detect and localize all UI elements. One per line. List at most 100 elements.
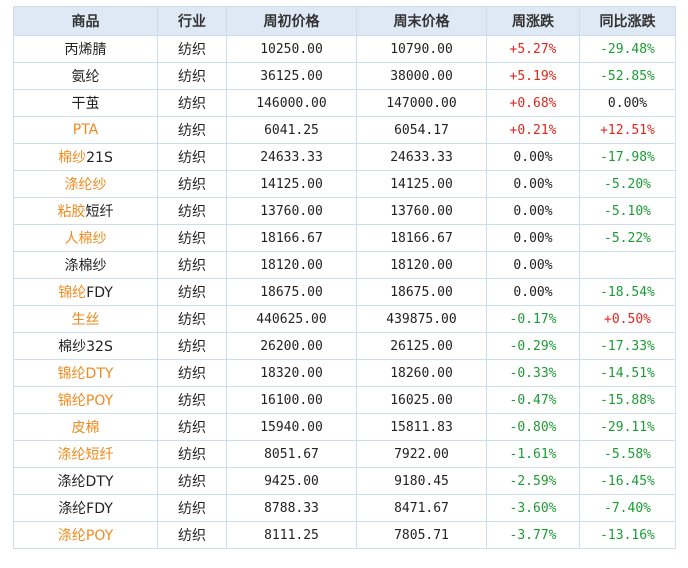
industry-cell: 纺织 xyxy=(157,116,227,144)
commodity-name-cell[interactable]: 生丝 xyxy=(13,305,158,333)
commodity-name-link[interactable]: 皮棉 xyxy=(71,420,100,436)
commodity-name-cell: 棉纱32S xyxy=(13,332,158,360)
commodity-name-cell[interactable]: 粘胶短纤 xyxy=(13,197,158,225)
commodity-name-link[interactable]: 涤纶POY xyxy=(57,528,114,544)
table-row: 涤纶纱 纺织 14125.00 14125.00 0.00% -5.20% xyxy=(13,170,676,198)
week-end-price-cell: 7805.71 xyxy=(356,521,487,549)
weekly-change-cell: 0.00% xyxy=(486,224,580,252)
industry-cell: 纺织 xyxy=(157,359,227,387)
industry-cell: 纺织 xyxy=(157,521,227,549)
table-row: 棉纱32S 纺织 26200.00 26125.00 -0.29% -17.33% xyxy=(13,332,676,360)
weekly-change-cell: -3.60% xyxy=(486,494,580,522)
commodity-name-text: 涤纶DTY xyxy=(57,474,114,490)
weekly-change-cell: -0.47% xyxy=(486,386,580,414)
table-row: 涤纶DTY 纺织 9425.00 9180.45 -2.59% -16.45% xyxy=(13,467,676,495)
yoy-change-cell: -52.85% xyxy=(579,62,676,90)
commodity-name-link[interactable]: 棉纱 xyxy=(58,150,87,166)
commodity-name-cell[interactable]: 涤纶POY xyxy=(13,521,158,549)
week-end-price-cell: 18120.00 xyxy=(356,251,487,279)
commodity-name-cell[interactable]: 人棉纱 xyxy=(13,224,158,252)
commodity-name-cell[interactable]: 锦纶POY xyxy=(13,386,158,414)
weekly-change-cell: -0.29% xyxy=(486,332,580,360)
commodity-price-table: 商品 行业 周初价格 周末价格 周涨跌 同比涨跌 丙烯腈 纺织 10250.00 10… xyxy=(13,6,676,549)
commodity-name-cell[interactable]: 棉纱21S xyxy=(13,143,158,171)
industry-cell: 纺织 xyxy=(157,467,227,495)
industry-cell: 纺织 xyxy=(157,440,227,468)
yoy-change-cell: -29.48% xyxy=(579,35,676,63)
commodity-name-link[interactable]: 锦纶POY xyxy=(57,393,114,409)
table-row: 涤棉纱 纺织 18120.00 18120.00 0.00% xyxy=(13,251,676,279)
yoy-change-cell: -7.40% xyxy=(579,494,676,522)
week-start-price-cell: 8111.25 xyxy=(226,521,357,549)
yoy-change-cell: -5.20% xyxy=(579,170,676,198)
commodity-name-cell[interactable]: 涤纶纱 xyxy=(13,170,158,198)
week-end-price-cell: 15811.83 xyxy=(356,413,487,441)
yoy-change-cell: -13.16% xyxy=(579,521,676,549)
weekly-change-cell: -1.61% xyxy=(486,440,580,468)
yoy-change-cell: -18.54% xyxy=(579,278,676,306)
weekly-change-cell: 0.00% xyxy=(486,251,580,279)
commodity-name-cell: 涤棉纱 xyxy=(13,251,158,279)
week-start-price-cell: 18320.00 xyxy=(226,359,357,387)
week-start-price-cell: 6041.25 xyxy=(226,116,357,144)
week-end-price-cell: 18260.00 xyxy=(356,359,487,387)
yoy-change-cell: -5.10% xyxy=(579,197,676,225)
week-end-price-cell: 439875.00 xyxy=(356,305,487,333)
industry-cell: 纺织 xyxy=(157,386,227,414)
week-start-price-cell: 18675.00 xyxy=(226,278,357,306)
weekly-change-cell: 0.00% xyxy=(486,170,580,198)
table-row: 生丝 纺织 440625.00 439875.00 -0.17% +0.50% xyxy=(13,305,676,333)
commodity-name-text: 涤纶FDY xyxy=(58,501,113,517)
week-start-price-cell: 8051.67 xyxy=(226,440,357,468)
industry-cell: 纺织 xyxy=(157,197,227,225)
table-header: 商品 行业 周初价格 周末价格 周涨跌 同比涨跌 xyxy=(13,6,676,36)
industry-cell: 纺织 xyxy=(157,143,227,171)
table-row: 涤纶POY 纺织 8111.25 7805.71 -3.77% -13.16% xyxy=(13,521,676,549)
industry-cell: 纺织 xyxy=(157,89,227,117)
table-row: 棉纱21S 纺织 24633.33 24633.33 0.00% -17.98% xyxy=(13,143,676,171)
week-end-price-cell: 38000.00 xyxy=(356,62,487,90)
weekly-change-cell: +5.19% xyxy=(486,62,580,90)
commodity-name-link[interactable]: 涤纶短纤 xyxy=(57,447,114,463)
commodity-name-link[interactable]: 粘胶 xyxy=(57,204,86,220)
commodity-name-cell[interactable]: 涤纶短纤 xyxy=(13,440,158,468)
table-row: 人棉纱 纺织 18166.67 18166.67 0.00% -5.22% xyxy=(13,224,676,252)
commodity-name-text: FDY xyxy=(86,285,113,301)
weekly-change-cell: -0.17% xyxy=(486,305,580,333)
commodity-name-cell[interactable]: 皮棉 xyxy=(13,413,158,441)
commodity-name-link[interactable]: 人棉纱 xyxy=(64,231,107,247)
weekly-change-cell: -2.59% xyxy=(486,467,580,495)
commodity-name-link[interactable]: PTA xyxy=(72,122,99,138)
yoy-change-cell: -14.51% xyxy=(579,359,676,387)
table-row: 皮棉 纺织 15940.00 15811.83 -0.80% -29.11% xyxy=(13,413,676,441)
commodity-name-cell: 氨纶 xyxy=(13,62,158,90)
commodity-name-link[interactable]: 生丝 xyxy=(71,312,100,328)
commodity-name-link[interactable]: 锦纶DTY xyxy=(57,366,114,382)
commodity-name-link[interactable]: 涤纶纱 xyxy=(64,177,107,193)
yoy-change-cell: 0.00% xyxy=(579,89,676,117)
table-row: 氨纶 纺织 36125.00 38000.00 +5.19% -52.85% xyxy=(13,62,676,90)
yoy-change-cell: +0.50% xyxy=(579,305,676,333)
table-row: PTA 纺织 6041.25 6054.17 +0.21% +12.51% xyxy=(13,116,676,144)
commodity-name-link[interactable]: 锦纶 xyxy=(58,285,87,301)
table-row: 涤纶FDY 纺织 8788.33 8471.67 -3.60% -7.40% xyxy=(13,494,676,522)
commodity-name-text: 氨纶 xyxy=(71,69,100,85)
week-end-price-cell: 18166.67 xyxy=(356,224,487,252)
yoy-change-cell: -15.88% xyxy=(579,386,676,414)
weekly-change-cell: 0.00% xyxy=(486,197,580,225)
table-row: 锦纶DTY 纺织 18320.00 18260.00 -0.33% -14.51% xyxy=(13,359,676,387)
commodity-name-cell[interactable]: PTA xyxy=(13,116,158,144)
commodity-name-text: 干茧 xyxy=(71,96,100,112)
week-end-price-cell: 10790.00 xyxy=(356,35,487,63)
week-end-price-cell: 8471.67 xyxy=(356,494,487,522)
week-start-price-cell: 18166.67 xyxy=(226,224,357,252)
weekly-change-cell: 0.00% xyxy=(486,278,580,306)
week-start-price-cell: 440625.00 xyxy=(226,305,357,333)
commodity-name-cell[interactable]: 锦纶DTY xyxy=(13,359,158,387)
commodity-name-cell[interactable]: 锦纶FDY xyxy=(13,278,158,306)
week-start-price-cell: 10250.00 xyxy=(226,35,357,63)
yoy-change-cell: +12.51% xyxy=(579,116,676,144)
header-yoy-change: 同比涨跌 xyxy=(579,6,676,36)
yoy-change-cell: -29.11% xyxy=(579,413,676,441)
weekly-change-cell: -3.77% xyxy=(486,521,580,549)
